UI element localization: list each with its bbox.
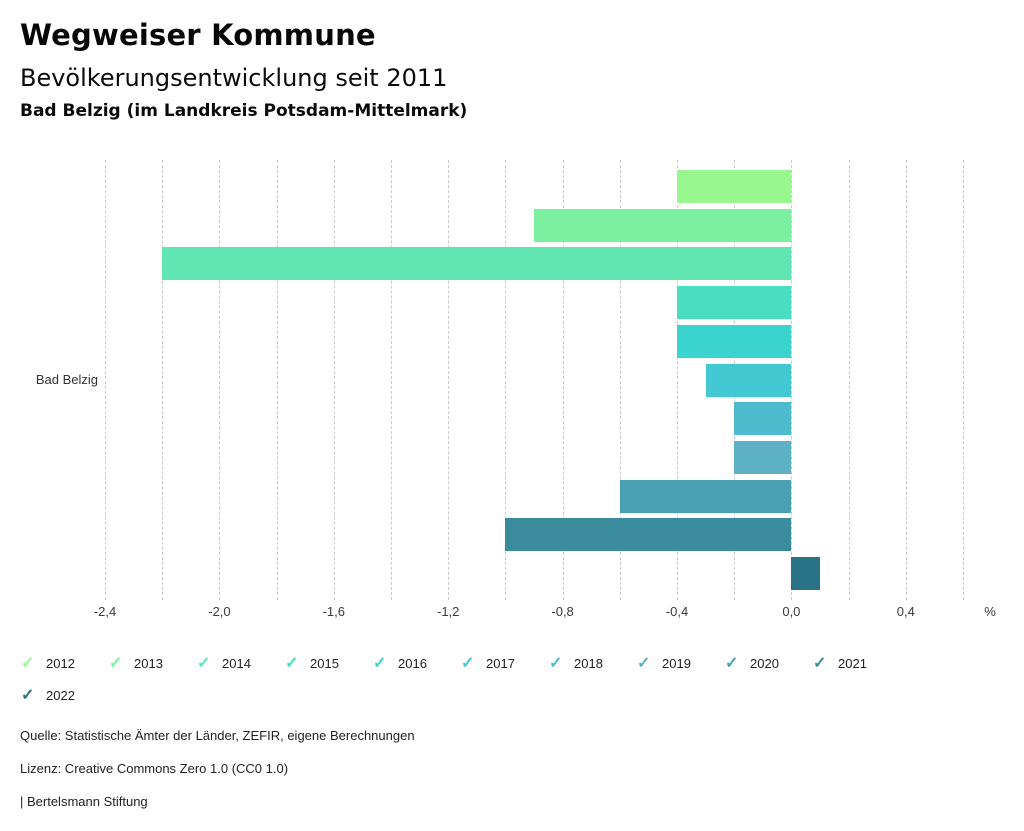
bar-2021[interactable]	[505, 518, 792, 552]
legend-item-2019[interactable]: ✓ 2019	[637, 655, 725, 672]
legend-item-2012[interactable]: ✓ 2012	[21, 655, 109, 672]
bar-2020[interactable]	[619, 479, 792, 513]
gridline	[562, 160, 564, 600]
legend-label: 2015	[310, 655, 339, 671]
bar-2018[interactable]	[734, 402, 792, 436]
gridline	[448, 160, 450, 600]
legend-label: 2012	[46, 655, 75, 671]
check-icon: ✓	[373, 654, 387, 672]
bar-2013[interactable]	[534, 208, 792, 242]
x-tick-label: -1,6	[322, 604, 345, 619]
x-axis: -2,4 -2,0 -1,6 -1,2 -0,8 -0,4 0,0 0,4	[0, 604, 1024, 622]
legend-item-2017[interactable]: ✓ 2017	[461, 655, 549, 672]
x-tick-label: 0,4	[896, 604, 915, 619]
gridline	[791, 160, 793, 600]
legend-item-2015[interactable]: ✓ 2015	[285, 655, 373, 672]
x-axis-unit-label: %	[984, 604, 996, 619]
gridline	[905, 160, 907, 600]
chart-footer: Quelle: Statistische Ämter der Länder, Z…	[20, 728, 415, 827]
license-note: Lizenz: Creative Commons Zero 1.0 (CC0 1…	[20, 761, 289, 776]
gridline	[333, 160, 335, 600]
gridline	[276, 160, 278, 600]
x-tick-label: -2,4	[93, 604, 117, 619]
legend-item-2016[interactable]: ✓ 2016	[373, 655, 461, 672]
check-icon: ✓	[637, 654, 651, 672]
x-tick-label: -0,8	[551, 604, 574, 619]
x-tick-label: -1,2	[436, 604, 460, 619]
bar-2017[interactable]	[705, 363, 792, 397]
legend-label: 2022	[46, 687, 75, 703]
gridline	[619, 160, 621, 600]
bar-2022[interactable]	[791, 557, 820, 590]
source-note: Quelle: Statistische Ämter der Länder, Z…	[20, 728, 415, 743]
check-icon: ✓	[285, 654, 299, 672]
legend-label: 2014	[222, 655, 251, 671]
x-tick-label: 0,0	[782, 604, 801, 619]
bar-2016[interactable]	[677, 324, 792, 358]
check-icon: ✓	[21, 686, 35, 704]
gridline	[105, 160, 106, 600]
legend-item-2018[interactable]: ✓ 2018	[549, 655, 637, 672]
legend-label: 2021	[838, 655, 867, 671]
check-icon: ✓	[461, 654, 475, 672]
legend-item-2022[interactable]: ✓ 2022	[21, 687, 109, 704]
gridline	[391, 160, 392, 600]
bar-2015[interactable]	[677, 286, 792, 320]
y-axis-category-label: Bad Belzig	[35, 372, 98, 387]
legend-label: 2020	[750, 655, 779, 671]
gridline	[848, 160, 850, 600]
x-tick-label: -2,0	[208, 604, 231, 619]
page-title: Wegweiser Kommune	[20, 18, 376, 52]
gridline	[963, 160, 964, 600]
check-icon: ✓	[197, 654, 211, 672]
legend-label: 2016	[398, 655, 427, 671]
gridline	[505, 160, 507, 600]
legend: ✓ 2012 ✓ 2013 ✓ 2014 ✓ 2015 ✓ 2016 ✓ 2017 ✓ 2018 ✓ 2019…	[21, 653, 1005, 717]
check-icon: ✓	[549, 654, 563, 672]
check-icon: ✓	[21, 654, 35, 672]
gridline	[219, 160, 221, 600]
check-icon: ✓	[813, 654, 827, 672]
legend-item-2021[interactable]: ✓ 2021	[813, 655, 901, 672]
check-icon: ✓	[725, 654, 739, 672]
chart-location-line: Bad Belzig (im Landkreis Potsdam-Mittelm…	[20, 101, 468, 121]
legend-label: 2013	[134, 655, 163, 671]
bar-2012[interactable]	[677, 170, 792, 203]
legend-row: ✓ 2012 ✓ 2013 ✓ 2014 ✓ 2015 ✓ 2016 ✓ 2017 ✓ 2018 ✓ 2019…	[21, 653, 1005, 673]
legend-item-2014[interactable]: ✓ 2014	[197, 655, 285, 672]
legend-label: 2018	[574, 655, 603, 671]
x-tick-label: -0,4	[665, 604, 689, 619]
check-icon: ✓	[109, 654, 123, 672]
legend-label: 2019	[662, 655, 691, 671]
legend-item-2013[interactable]: ✓ 2013	[109, 655, 197, 672]
plot-area	[105, 160, 964, 600]
legend-row: ✓ 2022	[21, 685, 1005, 705]
legend-label: 2017	[486, 655, 515, 671]
legend-item-2020[interactable]: ✓ 2020	[725, 655, 813, 672]
attribution-note: | Bertelsmann Stiftung	[20, 794, 148, 809]
bar-2019[interactable]	[734, 440, 792, 474]
bar-2014[interactable]	[162, 247, 792, 281]
chart-subtitle: Bevölkerungsentwicklung seit 2011	[20, 64, 448, 92]
gridline	[677, 160, 678, 600]
gridline	[162, 160, 164, 600]
